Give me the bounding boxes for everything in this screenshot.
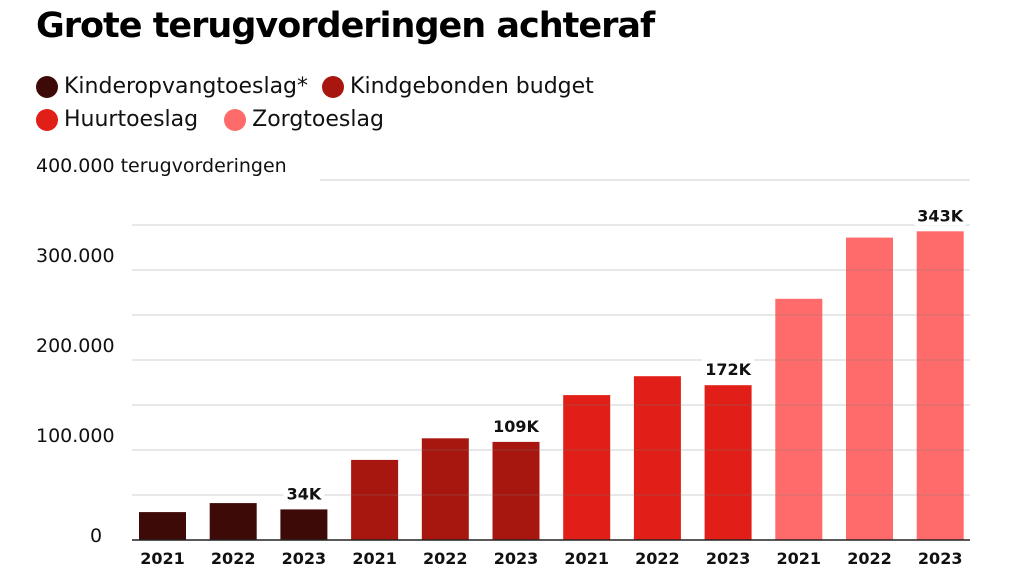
legend-item-zorgtoeslag: Zorgtoeslag: [224, 103, 384, 136]
x-tick-label: 2022: [423, 549, 468, 568]
legend-item-kindgebonden-budget: Kindgebonden budget: [322, 70, 594, 103]
axis-group: 0 100.000 200.000 300.000 400.000 terugvorde…: [36, 155, 970, 547]
data-label: 109K: [493, 417, 539, 436]
data-label-bg: [490, 415, 542, 436]
x-tick-label: 2022: [635, 549, 680, 568]
x-tick-label: 2023: [918, 549, 963, 568]
y-tick-label: 400.000 terugvorderingen: [36, 155, 287, 177]
legend-swatch: [322, 75, 345, 98]
legend-item-kinderopvangtoeslag: Kinderopvangtoeslag*: [36, 70, 308, 103]
x-tick-label: 2023: [282, 549, 327, 568]
y-tick-label: 300.000: [36, 245, 115, 267]
legend-swatch: [36, 108, 58, 131]
bar: [563, 395, 611, 540]
y-tick-label: 200.000: [36, 335, 115, 357]
y-tick-label: 0: [90, 525, 102, 547]
legend-item-huurtoeslag: Huurtoeslag: [36, 103, 198, 136]
data-label: 343K: [917, 206, 963, 225]
x-tick-label: 2023: [706, 549, 751, 568]
legend-swatch: [224, 108, 247, 131]
labels-group: 2021 2022 2023 34K 2021 2022 2023 109K 2021 2022 2…: [140, 205, 967, 568]
legend-label: Kindgebonden budget: [350, 74, 594, 99]
bar: [846, 237, 893, 540]
bar: [351, 459, 399, 540]
legend-row: Huurtoeslag Zorgtoeslag: [36, 103, 608, 136]
bar: [775, 298, 823, 540]
bar: [139, 512, 186, 540]
y-tick-label: 100.000: [36, 425, 115, 447]
bar: [209, 503, 257, 540]
legend-row: Kinderopvangtoeslag* Kindgebonden budget: [36, 70, 608, 103]
legend-label: Kinderopvangtoeslag*: [64, 74, 309, 99]
gridlines-group: [132, 179, 970, 496]
x-tick-label: 2021: [140, 549, 185, 568]
data-label-bg: [914, 205, 967, 226]
x-tick-label: 2022: [211, 549, 256, 568]
x-tick-label: 2022: [847, 549, 892, 568]
bars-group: [139, 231, 964, 541]
bar: [280, 509, 328, 540]
x-tick-label: 2021: [352, 549, 397, 568]
x-tick-label: 2023: [494, 549, 539, 568]
legend: Kinderopvangtoeslag* Kindgebonden budget…: [36, 70, 608, 136]
data-label: 172K: [705, 360, 751, 379]
bar: [633, 376, 681, 540]
bar: [421, 438, 469, 540]
x-tick-label: 2021: [564, 549, 609, 568]
data-label-bg: [702, 359, 755, 380]
legend-swatch: [36, 75, 58, 98]
data-label: 34K: [287, 484, 322, 503]
legend-label: Zorgtoeslag: [252, 107, 384, 132]
chart-title: Grote terugvorderingen achteraf: [36, 6, 655, 46]
bar: [704, 385, 752, 540]
bar: [916, 231, 964, 541]
x-tick-label: 2021: [777, 549, 822, 568]
legend-label: Huurtoeslag: [64, 107, 199, 132]
bar: [492, 441, 540, 540]
data-label-bg: [283, 483, 325, 504]
